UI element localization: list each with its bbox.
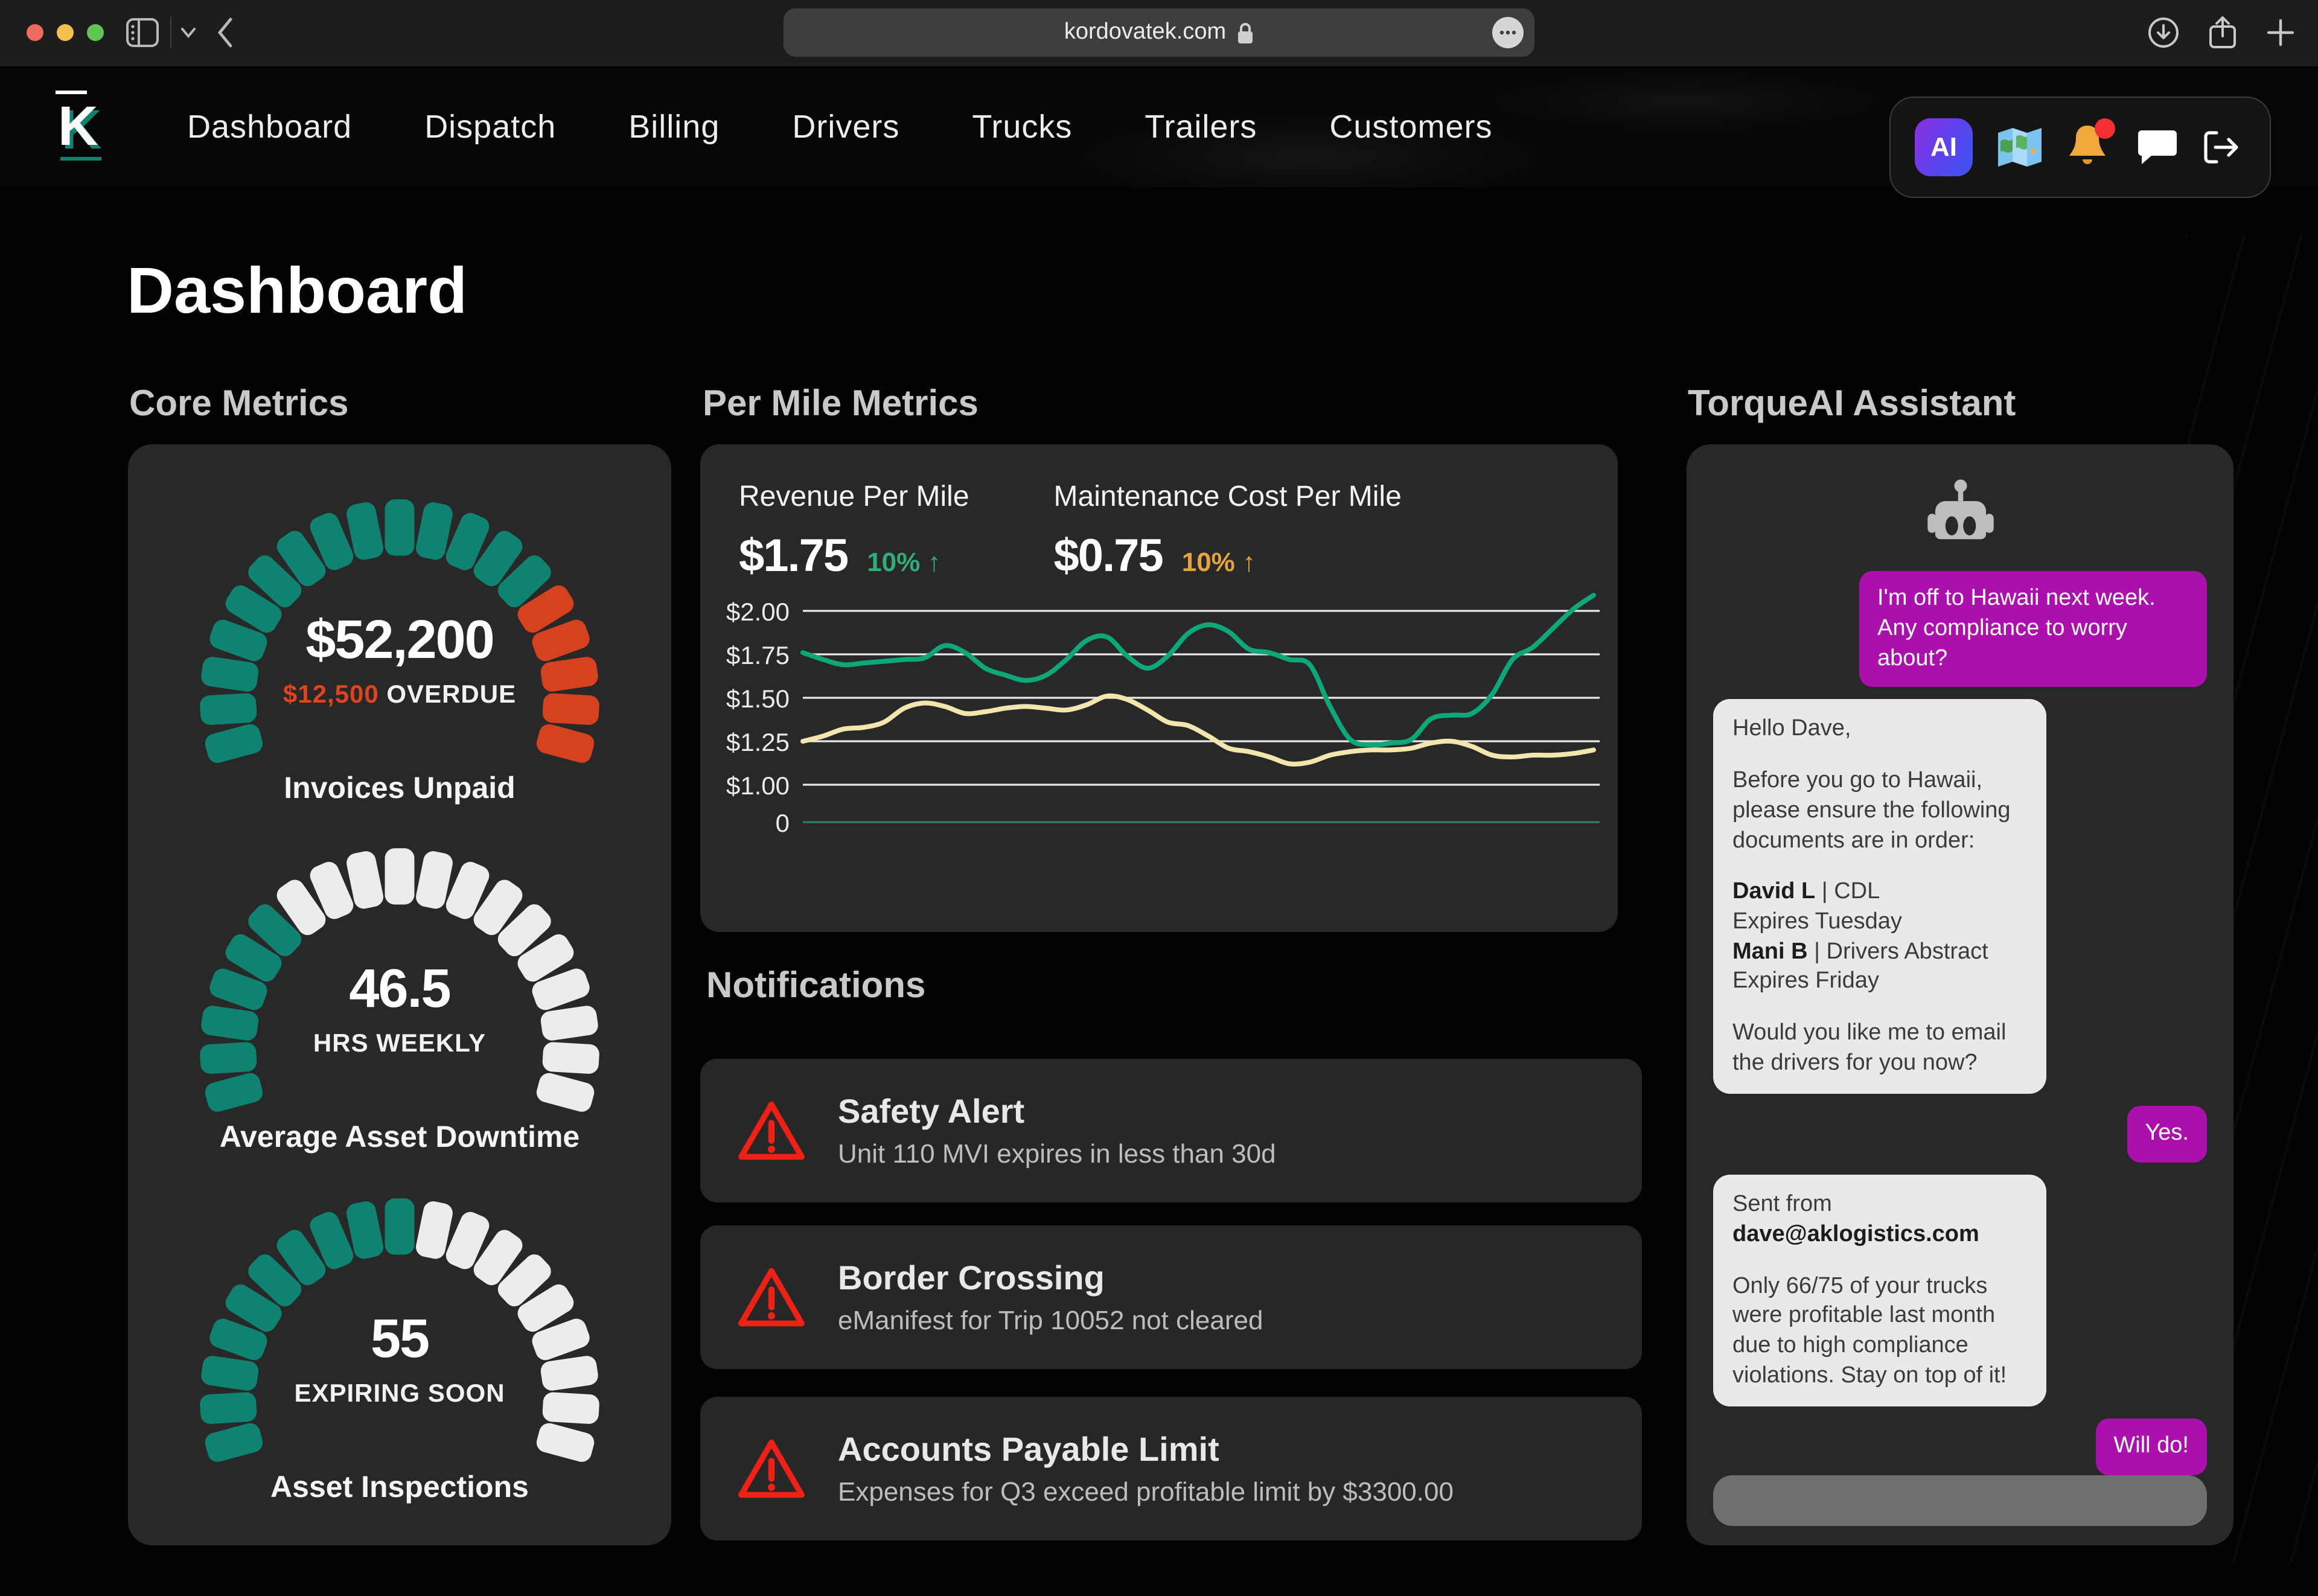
notification-accounts-payable[interactable]: Accounts Payable Limit Expenses for Q3 e… <box>700 1397 1642 1540</box>
logout-icon[interactable] <box>2202 129 2241 165</box>
per-mile-metrics-card: Revenue Per Mile $1.75 10% ↑ Maintenance… <box>700 444 1618 932</box>
gauge-label: Average Asset Downtime <box>219 1120 580 1154</box>
gauge-arc <box>200 499 599 762</box>
chat-bubble-assistant: Sent from dave@aklogistics.com Only 66/75… <box>1713 1175 2046 1407</box>
chat-bubble-user: I'm off to Hawaii next week. Any complia… <box>1859 571 2207 688</box>
ellipsis-icon <box>1499 30 1516 35</box>
metric-label: Revenue Per Mile <box>739 480 969 513</box>
metric-label: Maintenance Cost Per Mile <box>1053 480 1402 513</box>
dashboard-page: Dashboard Core Metrics Per Mile Metrics … <box>0 187 2318 1596</box>
notification-border-crossing[interactable]: Border Crossing eManifest for Trip 10052… <box>700 1225 1642 1369</box>
new-tab-button-icon[interactable] <box>2265 17 2296 48</box>
per-mile-heading: Per Mile Metrics <box>703 384 979 424</box>
notification-title: Safety Alert <box>838 1092 1025 1129</box>
share-button-icon[interactable] <box>2207 14 2238 51</box>
chat-input[interactable] <box>1713 1475 2207 1526</box>
window-controls <box>27 24 104 41</box>
gauge-invoices-unpaid: $52,200 $12,500 OVERDUE <box>188 485 611 766</box>
gauge-subvalue: $12,500 OVERDUE <box>283 680 517 708</box>
chat-bubble-assistant: Hello Dave, Before you go to Hawaii, plea… <box>1713 699 2046 1094</box>
ai-button-label: AI <box>1930 132 1957 162</box>
chevron-down-icon[interactable] <box>180 27 197 39</box>
metric-delta: 10% ↑ <box>1181 547 1256 577</box>
sidebar-toggle-icon[interactable] <box>126 17 159 48</box>
nav-item-billing[interactable]: Billing <box>628 108 720 144</box>
nav-item-customers[interactable]: Customers <box>1329 108 1493 144</box>
header-background-art <box>1026 66 1968 187</box>
notification-desc: eManifest for Trip 10052 not cleared <box>838 1304 1263 1335</box>
warning-icon <box>738 1267 805 1326</box>
lock-icon <box>1237 22 1253 43</box>
page-settings-button[interactable] <box>1492 17 1524 48</box>
assistant-heading: TorqueAI Assistant <box>1688 384 2016 424</box>
gauge-average-asset-downtime: 46.5 HRS WEEKLY <box>188 834 611 1116</box>
notification-desc: Unit 110 MVI expires in less than 30d <box>838 1138 1276 1168</box>
gauge-arc <box>200 848 599 1112</box>
svg-text:$1.00: $1.00 <box>726 771 790 800</box>
downloads-button-icon[interactable] <box>2147 16 2180 49</box>
notifications-heading: Notifications <box>706 966 926 1006</box>
warning-icon <box>738 1100 805 1160</box>
ai-assistant-button[interactable]: AI <box>1915 118 1973 176</box>
gauge-subvalue: HRS WEEKLY <box>313 1030 487 1058</box>
metric-value: $1.75 <box>739 531 849 582</box>
gauge-arc <box>200 1198 599 1461</box>
gauge-value: $52,200 <box>305 608 494 669</box>
gauge-label: Invoices Unpaid <box>284 771 516 805</box>
nav-item-drivers[interactable]: Drivers <box>792 108 900 144</box>
notification-title: Border Crossing <box>838 1259 1105 1296</box>
nav-item-trucks[interactable]: Trucks <box>972 108 1073 144</box>
gauge-subvalue: EXPIRING SOON <box>294 1379 505 1407</box>
gauge-label: Asset Inspections <box>270 1470 529 1504</box>
url-text: kordovatek.com <box>1064 19 1227 45</box>
notifications-bell[interactable] <box>2067 118 2115 171</box>
close-window-button[interactable] <box>27 24 43 41</box>
robot-icon <box>1927 479 1993 540</box>
gauge-value: 55 <box>370 1307 430 1368</box>
svg-text:$2.00: $2.00 <box>726 598 790 626</box>
metric-delta: 10% ↑ <box>867 547 941 577</box>
svg-text:$1.25: $1.25 <box>726 728 790 756</box>
svg-text:$1.75: $1.75 <box>726 641 790 669</box>
per-mile-summary: Revenue Per Mile $1.75 10% ↑ Maintenance… <box>739 480 1402 583</box>
metric-revenue-per-mile: Revenue Per Mile $1.75 10% ↑ <box>739 480 969 583</box>
zoom-window-button[interactable] <box>87 24 104 41</box>
page-title: Dashboard <box>127 255 468 327</box>
quick-actions-bar: AI <box>1889 97 2271 198</box>
warning-icon <box>738 1438 805 1498</box>
top-navigation: K Dashboard Dispatch Billing Drivers Tru… <box>0 66 2318 187</box>
company-logo[interactable]: K <box>55 91 102 161</box>
metric-value: $0.75 <box>1053 531 1164 582</box>
svg-text:0: 0 <box>776 809 790 837</box>
notification-dot <box>2095 118 2115 139</box>
nav-item-dashboard[interactable]: Dashboard <box>187 108 353 144</box>
notification-desc: Expenses for Q3 exceed profitable limit … <box>838 1476 1454 1506</box>
gauge-value: 46.5 <box>349 957 451 1019</box>
gauge-asset-inspections: 55 EXPIRING SOON <box>188 1184 611 1465</box>
browser-chrome: kordovatek.com <box>0 0 2318 68</box>
nav-menu: Dashboard Dispatch Billing Drivers Truck… <box>187 66 1492 187</box>
chrome-divider <box>170 17 171 48</box>
svg-text:$1.50: $1.50 <box>726 685 790 713</box>
core-metrics-heading: Core Metrics <box>129 384 349 424</box>
notification-safety-alert[interactable]: Safety Alert Unit 110 MVI expires in les… <box>700 1059 1642 1202</box>
chat-bubble-user: Yes. <box>2127 1106 2207 1163</box>
chat-icon[interactable] <box>2137 128 2178 167</box>
nav-item-dispatch[interactable]: Dispatch <box>424 108 557 144</box>
back-button-icon[interactable] <box>215 17 234 48</box>
url-bar[interactable]: kordovatek.com <box>784 8 1534 57</box>
notification-title: Accounts Payable Limit <box>838 1430 1219 1467</box>
map-icon[interactable] <box>1997 127 2043 168</box>
nav-item-trailers[interactable]: Trailers <box>1145 108 1257 144</box>
metric-maintenance-cost-per-mile: Maintenance Cost Per Mile $0.75 10% ↑ <box>1054 480 1402 583</box>
chat-messages: I'm off to Hawaii next week. Any complia… <box>1713 571 2207 1475</box>
minimize-window-button[interactable] <box>57 24 74 41</box>
torque-ai-panel: I'm off to Hawaii next week. Any complia… <box>1687 444 2233 1545</box>
per-mile-chart: $2.00 $1.75 $1.50 $1.25 $1.00 0 <box>726 593 1600 837</box>
core-metrics-card: $52,200 $12,500 OVERDUE Invoices Unpaid … <box>128 444 671 1545</box>
chat-bubble-user: Will do! <box>2095 1419 2207 1475</box>
